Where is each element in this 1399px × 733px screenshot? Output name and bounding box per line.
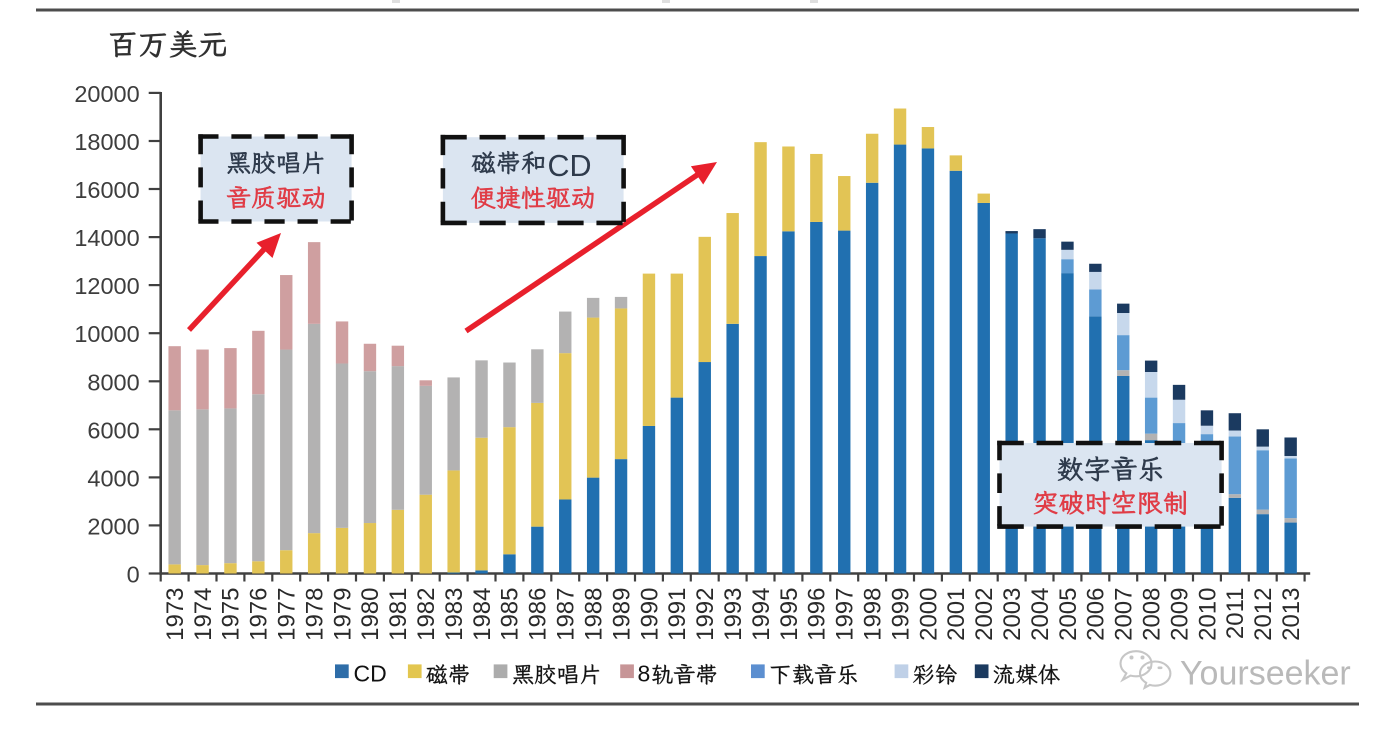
svg-text:2002: 2002	[971, 588, 998, 641]
svg-text:1991: 1991	[664, 588, 691, 641]
svg-text:1977: 1977	[274, 588, 301, 641]
svg-text:2007: 2007	[1111, 588, 1138, 641]
svg-text:1987: 1987	[553, 588, 580, 641]
svg-text:1982: 1982	[413, 588, 440, 641]
svg-text:1983: 1983	[441, 588, 468, 641]
svg-text:1995: 1995	[776, 588, 803, 641]
svg-text:1992: 1992	[692, 588, 719, 641]
svg-text:1986: 1986	[525, 588, 552, 641]
svg-text:2000: 2000	[915, 588, 942, 641]
svg-text:2004: 2004	[1027, 588, 1054, 641]
svg-text:18000: 18000	[74, 129, 139, 155]
svg-text:14000: 14000	[74, 225, 139, 251]
svg-text:10000: 10000	[74, 321, 139, 347]
svg-text:1978: 1978	[301, 588, 328, 641]
svg-text:4000: 4000	[87, 465, 139, 491]
svg-text:1976: 1976	[246, 588, 273, 641]
svg-text:2003: 2003	[999, 588, 1026, 641]
svg-text:20000: 20000	[74, 81, 139, 107]
svg-text:12000: 12000	[74, 273, 139, 299]
svg-text:2012: 2012	[1250, 588, 1277, 641]
svg-text:CD: CD	[548, 149, 592, 183]
svg-text:2005: 2005	[1055, 588, 1082, 641]
svg-text:8000: 8000	[87, 369, 139, 395]
svg-text:1997: 1997	[832, 588, 859, 641]
svg-text:1996: 1996	[804, 588, 831, 641]
svg-text:2013: 2013	[1278, 588, 1305, 641]
svg-text:2009: 2009	[1166, 588, 1193, 641]
svg-text:16000: 16000	[74, 177, 139, 203]
svg-text:1998: 1998	[860, 588, 887, 641]
svg-text:1980: 1980	[357, 588, 384, 641]
svg-text:1999: 1999	[887, 588, 914, 641]
svg-text:1973: 1973	[162, 588, 189, 641]
svg-text:2006: 2006	[1083, 588, 1110, 641]
svg-text:1975: 1975	[218, 588, 245, 641]
svg-text:0: 0	[127, 562, 140, 588]
svg-text:1989: 1989	[608, 588, 635, 641]
svg-text:1994: 1994	[748, 588, 775, 641]
svg-text:1979: 1979	[329, 588, 356, 641]
svg-text:Yourseeker: Yourseeker	[1180, 655, 1351, 693]
svg-text:2000: 2000	[87, 513, 139, 539]
svg-text:2001: 2001	[943, 588, 970, 641]
svg-text:6000: 6000	[87, 417, 139, 443]
svg-text:1981: 1981	[385, 588, 412, 641]
svg-text:CD: CD	[354, 660, 387, 686]
svg-text:2008: 2008	[1139, 588, 1166, 641]
svg-text:2010: 2010	[1194, 588, 1221, 641]
svg-text:2011: 2011	[1222, 588, 1249, 640]
svg-text:1988: 1988	[581, 588, 608, 641]
svg-text:8: 8	[638, 660, 651, 686]
svg-text:1985: 1985	[497, 588, 524, 641]
svg-text:1993: 1993	[720, 588, 747, 641]
svg-text:1990: 1990	[636, 588, 663, 641]
svg-text:1984: 1984	[469, 588, 496, 641]
svg-text:1974: 1974	[190, 588, 217, 641]
